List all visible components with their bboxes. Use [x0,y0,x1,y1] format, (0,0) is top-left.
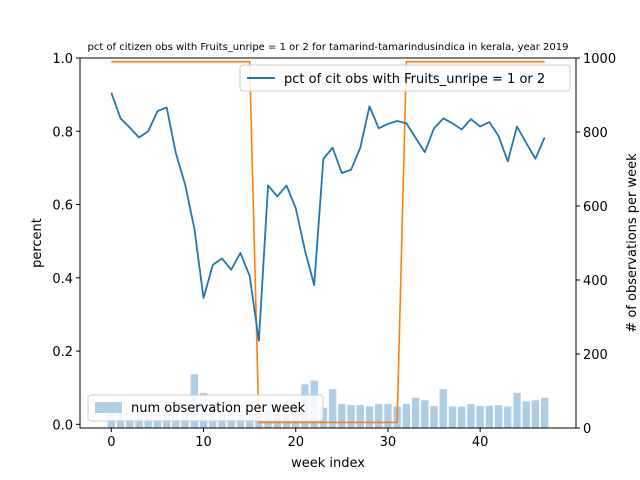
y-right-tick-label-800: 800 [583,126,608,141]
legend-line: pct of cit obs with Fruits_unripe = 1 or… [239,64,571,92]
pct-line-series [110,92,546,342]
bar-week-24 [328,389,337,428]
x-tick-label-0: 0 [107,435,115,450]
bar-week-39 [467,403,475,428]
bar-week-37 [448,406,457,428]
y-right-tick-label-400: 400 [583,274,608,289]
legend-line-box [239,64,571,92]
y-right-tick-label-1000: 1000 [583,52,616,67]
bar-week-43 [504,406,512,428]
y-right-tick-label-200: 200 [583,348,608,363]
bar-week-35 [430,405,438,428]
legend-bar-text: num observation per week [131,401,306,416]
x-tick-label-40: 40 [472,435,489,450]
bar-week-42 [494,405,503,428]
bar-week-29 [375,403,383,428]
y-right-tick-label-0: 0 [583,422,591,437]
y-left-tick-label-0.2: 0.2 [52,345,73,360]
bar-week-34 [421,400,429,428]
y-axis-left-label: percent [30,218,45,268]
bar-week-44 [513,392,521,428]
x-axis-label: week index [291,456,365,471]
y-axis-right-label: # of observations per week [625,153,640,333]
bar-week-38 [457,406,466,428]
x-tick-label-30: 30 [380,435,397,450]
axes-layer: 0 10 20 30 40 0.0 0.2 0.4 0.6 0.8 1.0 0 200 400 600 800… [52,52,616,450]
legend-bar-swatch [95,402,122,413]
bar-week-41 [485,405,494,428]
bar-week-32 [402,403,411,428]
x-tick-label-20: 20 [287,435,304,450]
bar-week-33 [411,397,420,428]
y-left-tick-label-1: 1.0 [52,52,73,67]
x-tick-label-10: 10 [195,435,212,450]
y-left-tick-label-0.6: 0.6 [52,199,73,214]
y-left-tick-label-0: 0.0 [52,418,73,433]
chart-title: pct of citizen obs with Fruits_unripe = … [87,42,568,53]
step-line-series [111,60,545,424]
bar-week-25 [338,403,346,428]
bar-week-28 [365,406,374,428]
bar-week-47 [540,397,549,428]
bar-week-46 [531,400,540,428]
y-left-tick-label-0.4: 0.4 [52,272,73,287]
legend-line-text: pct of cit obs with Fruits_unripe = 1 or… [284,72,545,87]
bar-week-30 [384,403,392,428]
y-right-tick-label-600: 600 [583,200,608,215]
bar-week-45 [522,401,530,428]
lines-layer [110,60,546,424]
legend-bar: num observation per week [87,394,324,422]
y-left-tick-label-0.8: 0.8 [52,125,73,140]
bar-week-26 [347,405,355,428]
legend-bar-box [87,394,324,422]
bar-week-27 [356,405,364,428]
bar-week-36 [439,389,447,428]
plot-frame [79,57,577,429]
bar-week-40 [476,405,484,428]
